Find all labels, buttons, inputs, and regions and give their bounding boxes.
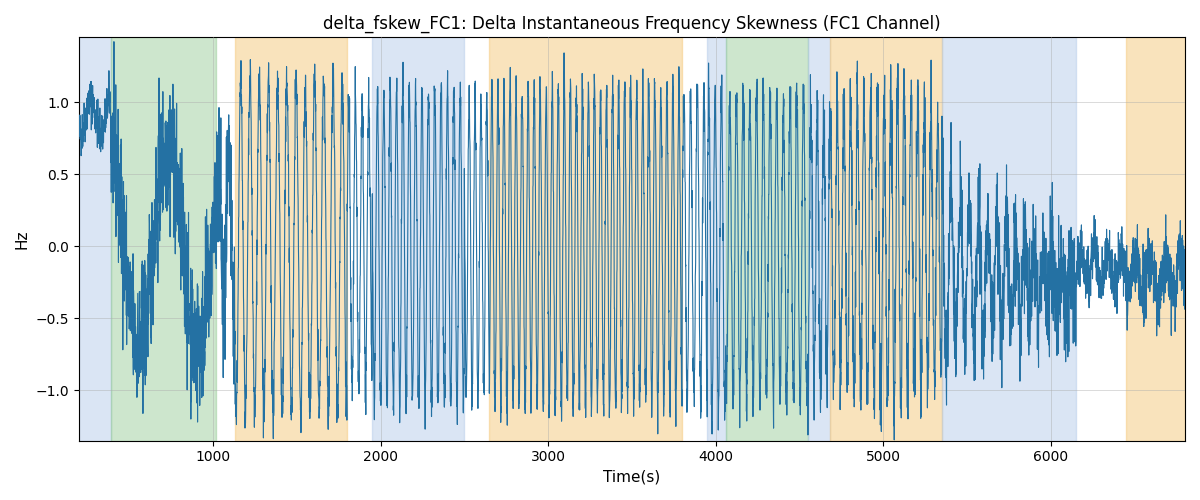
- Y-axis label: Hz: Hz: [14, 230, 30, 249]
- Bar: [372, 38, 464, 440]
- Bar: [829, 38, 942, 440]
- Bar: [235, 38, 347, 440]
- Bar: [808, 38, 829, 440]
- Bar: [707, 38, 726, 440]
- Bar: [1127, 38, 1186, 440]
- Bar: [490, 38, 683, 440]
- X-axis label: Time(s): Time(s): [604, 470, 660, 485]
- Bar: [110, 38, 216, 440]
- Bar: [942, 38, 1076, 440]
- Bar: [726, 38, 808, 440]
- Bar: [79, 38, 110, 440]
- Title: delta_fskew_FC1: Delta Instantaneous Frequency Skewness (FC1 Channel): delta_fskew_FC1: Delta Instantaneous Fre…: [323, 15, 941, 34]
